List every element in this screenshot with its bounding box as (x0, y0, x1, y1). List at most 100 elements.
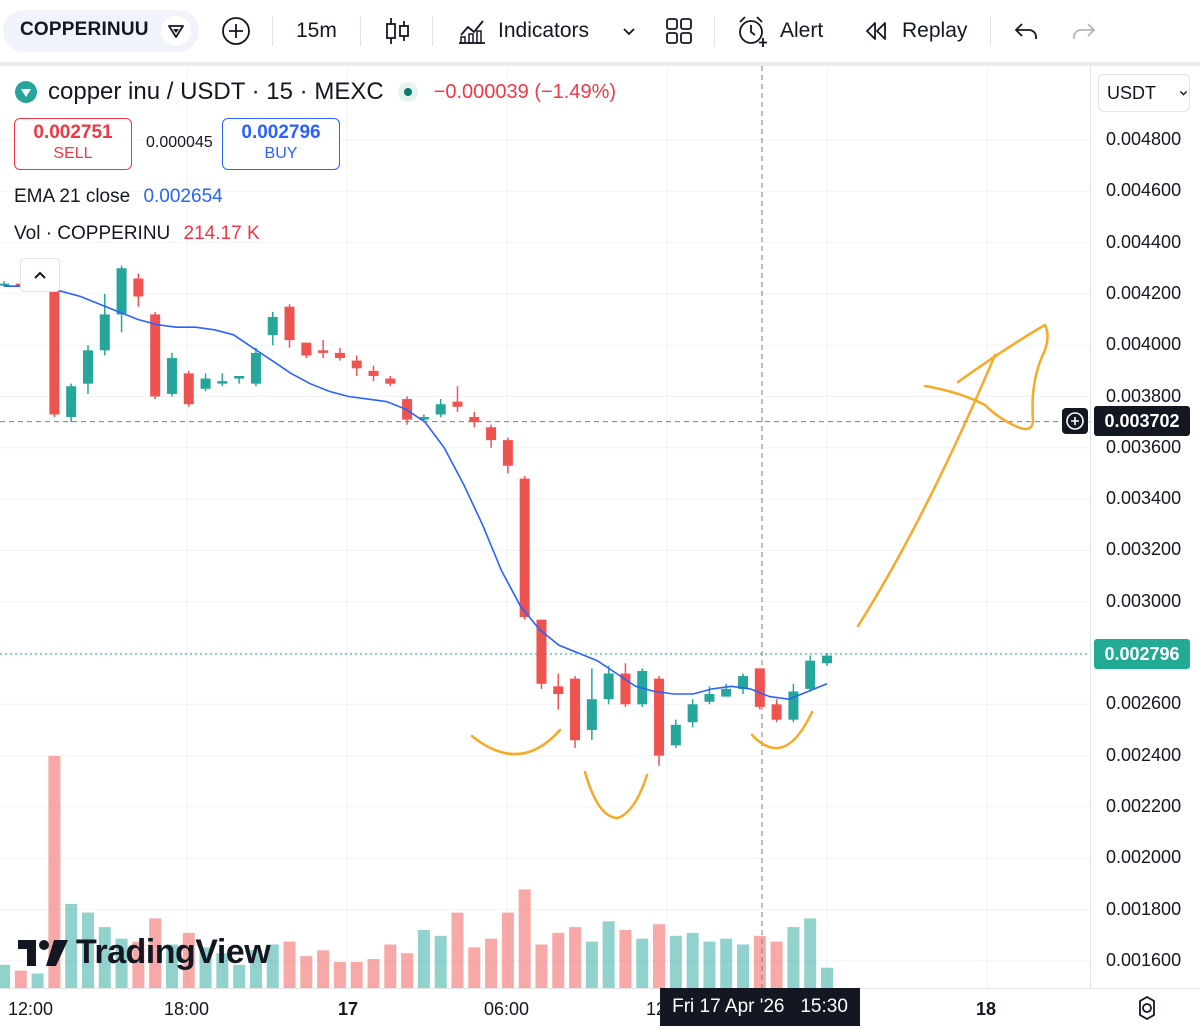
collapse-legend-button[interactable] (20, 258, 60, 292)
time-axis[interactable] (0, 988, 1200, 1033)
volume-bar (518, 889, 531, 988)
arrow-head-drawing[interactable] (923, 323, 1049, 431)
candle-body (502, 440, 513, 466)
alert-button[interactable]: Alert (736, 10, 823, 52)
volume-bar (48, 756, 61, 988)
sell-button[interactable]: 0.002751 SELL (14, 118, 132, 170)
compare-symbol-button[interactable] (220, 10, 252, 52)
candle-body (217, 381, 228, 384)
price-tick: 0.004400 (1106, 231, 1182, 252)
volume-bar (569, 927, 582, 988)
volume-bar (149, 918, 162, 988)
market-status-icon (397, 82, 418, 102)
volume-bar (703, 941, 716, 988)
volume-bar (787, 927, 800, 988)
tradingview-logo[interactable]: TradingView (18, 933, 271, 972)
redo-button[interactable] (1070, 10, 1098, 52)
chart-pane[interactable] (0, 66, 1090, 988)
alarm-clock-icon (739, 16, 767, 47)
price-tick: 0.003800 (1106, 385, 1182, 406)
price-tick: 0.002600 (1106, 693, 1182, 714)
layout-button[interactable] (664, 10, 694, 52)
crosshair-time-label: Fri 17 Apr '26 15:30 (660, 988, 860, 1026)
candle-body (754, 668, 765, 707)
volume-bar (266, 944, 279, 988)
add-alert-at-price-button[interactable] (1062, 408, 1088, 434)
sell-label: SELL (53, 145, 93, 162)
gear-icon (1139, 996, 1155, 1020)
volume-bar (14, 970, 27, 988)
arrow-shaft-drawing[interactable] (856, 353, 997, 628)
symbol-legend[interactable]: copper inu / USDT · 15 · MEXC −0.000039 … (14, 78, 616, 106)
volume-bar (0, 964, 10, 988)
plus-circle-icon (1066, 412, 1084, 430)
volume-bar (98, 927, 111, 988)
toolbar-separator (0, 62, 1200, 66)
buy-label: BUY (264, 145, 298, 162)
candle-body (771, 704, 782, 720)
toolbar-divider (714, 16, 715, 46)
candle-body (586, 699, 597, 730)
buy-button[interactable]: 0.002796 BUY (222, 118, 340, 170)
volume-bar (65, 903, 78, 988)
head-drawing[interactable] (583, 770, 649, 820)
currency-select[interactable]: USDT (1098, 74, 1190, 112)
ema-legend[interactable]: EMA 21 close 0.002654 (14, 186, 223, 208)
chart-settings-button[interactable] (1134, 995, 1160, 1026)
candle-body (234, 375, 245, 379)
toolbar-divider (272, 16, 273, 46)
volume-bar (821, 967, 833, 988)
volume-bar (686, 932, 699, 988)
candle-body (82, 350, 93, 384)
volume-bar (535, 944, 548, 988)
legend-symbol-name: copper inu (48, 78, 161, 105)
plus-circle-icon (222, 17, 250, 45)
indicators-dropdown-button[interactable] (620, 10, 638, 52)
symbol-search-button[interactable]: COPPERINUU (3, 10, 199, 52)
candle-body (738, 676, 749, 689)
candle-body (654, 678, 665, 756)
chart-type-button[interactable] (384, 10, 412, 52)
coin-logo-icon (15, 81, 37, 103)
volume-legend[interactable]: Vol · COPPERINU 214.17 K (14, 223, 260, 245)
price-tick: 0.003400 (1106, 488, 1182, 509)
layout-grid-icon (666, 18, 692, 44)
top-toolbar: COPPERINUU 15m Indicators Alert Replay (0, 0, 1200, 62)
interval-button[interactable]: 15m (296, 10, 337, 52)
candle-body (721, 688, 732, 697)
right-shoulder-drawing[interactable] (750, 710, 814, 750)
candle-body (116, 268, 127, 315)
candle-body (183, 373, 194, 405)
replay-button[interactable]: Replay (862, 10, 967, 52)
ema-label: EMA 21 close (14, 186, 131, 207)
price-tick: 0.004800 (1106, 129, 1182, 149)
undo-icon (1014, 23, 1037, 39)
price-tick: 0.004000 (1106, 334, 1182, 355)
tradingview-logo-icon (18, 939, 68, 966)
candle-body (469, 417, 480, 423)
volume-bar (619, 930, 632, 988)
volume-bar (367, 959, 380, 988)
alert-label: Alert (780, 19, 824, 42)
candle-body (284, 306, 295, 341)
volume-bar (350, 961, 363, 988)
price-tick: 0.004200 (1106, 282, 1182, 303)
volume-bar (300, 956, 313, 988)
price-scale[interactable] (1090, 66, 1200, 988)
drawing-layer (470, 323, 1049, 820)
symbol-badge-icon[interactable] (161, 16, 191, 46)
left-shoulder-drawing[interactable] (470, 728, 562, 756)
symbol-name: COPPERINUU (20, 19, 149, 40)
candle-body (822, 655, 832, 664)
volume-bar (115, 938, 128, 988)
undo-button[interactable] (1012, 10, 1040, 52)
indicators-button[interactable]: Indicators (456, 10, 589, 52)
candle-body (0, 283, 9, 286)
candle-body (620, 673, 631, 705)
legend-pair-info: / USDT · 15 · MEXC (160, 78, 384, 105)
redo-icon (1073, 23, 1096, 39)
interval-label: 15m (296, 19, 337, 42)
volume-value: 214.17 K (183, 223, 260, 244)
ema-line (4, 285, 828, 701)
legend-change: −0.000039 (−1.49%) (433, 80, 617, 103)
